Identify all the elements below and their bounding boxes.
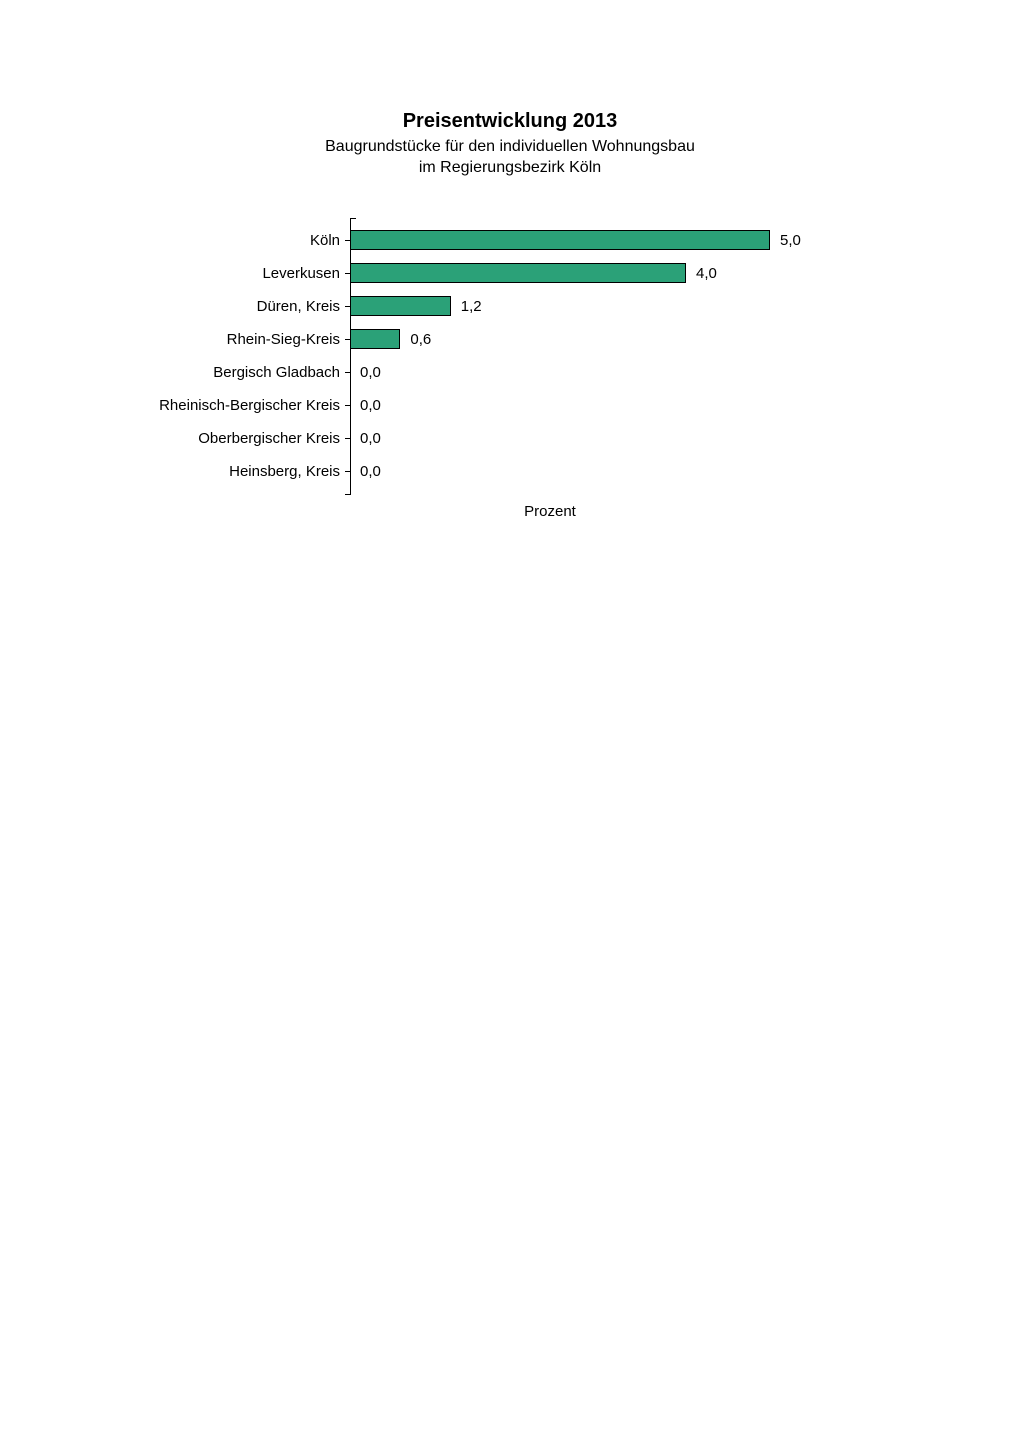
axis-tick — [345, 471, 350, 472]
axis-tick — [345, 339, 350, 340]
axis-tick — [345, 494, 351, 495]
bar-row: Heinsberg, Kreis 0,0 — [140, 455, 860, 488]
chart-container: Preisentwicklung 2013 Baugrundstücke für… — [0, 110, 1020, 520]
chart-area: Köln 5,0 Leverkusen 4,0 Düren, Kreis 1,2 Rhein… — [140, 224, 860, 520]
bars-region: Köln 5,0 Leverkusen 4,0 Düren, Kreis 1,2 Rhein… — [140, 224, 860, 488]
category-label: Düren, Kreis — [140, 298, 350, 315]
bar-row: Rheinisch-Bergischer Kreis 0,0 — [140, 389, 860, 422]
value-label: 5,0 — [780, 232, 801, 249]
bar — [350, 296, 451, 316]
bar-zone: 4,0 — [350, 257, 860, 290]
value-label: 0,0 — [360, 430, 381, 447]
value-label: 0,0 — [360, 463, 381, 480]
category-label: Bergisch Gladbach — [140, 364, 350, 381]
category-label: Oberbergischer Kreis — [140, 430, 350, 447]
bar-zone: 0,0 — [350, 356, 860, 389]
bar — [350, 263, 686, 283]
value-label: 0,0 — [360, 364, 381, 381]
value-label: 4,0 — [696, 265, 717, 282]
bar-zone: 0,6 — [350, 323, 860, 356]
bar-row: Düren, Kreis 1,2 — [140, 290, 860, 323]
x-axis-label: Prozent — [350, 503, 750, 520]
axis-tick — [345, 405, 350, 406]
axis-tick — [345, 273, 350, 274]
axis-tick — [345, 240, 350, 241]
category-label: Rhein-Sieg-Kreis — [140, 331, 350, 348]
bar-zone: 5,0 — [350, 224, 860, 257]
axis-tick — [345, 372, 350, 373]
chart-subtitle-line1: Baugrundstücke für den individuellen Woh… — [0, 137, 1020, 158]
value-label: 1,2 — [461, 298, 482, 315]
category-label: Heinsberg, Kreis — [140, 463, 350, 480]
title-block: Preisentwicklung 2013 Baugrundstücke für… — [0, 110, 1020, 179]
axis-tick — [345, 438, 350, 439]
value-label: 0,0 — [360, 397, 381, 414]
bar — [350, 230, 770, 250]
bar-row: Leverkusen 4,0 — [140, 257, 860, 290]
chart-title: Preisentwicklung 2013 — [0, 110, 1020, 133]
axis-tick — [345, 306, 350, 307]
bar-zone: 0,0 — [350, 389, 860, 422]
bar-zone: 1,2 — [350, 290, 860, 323]
category-label: Köln — [140, 232, 350, 249]
axis-tick — [350, 218, 356, 219]
category-label: Rheinisch-Bergischer Kreis — [140, 397, 350, 414]
category-label: Leverkusen — [140, 265, 350, 282]
bar-zone: 0,0 — [350, 455, 860, 488]
bar-row: Köln 5,0 — [140, 224, 860, 257]
bar-zone: 0,0 — [350, 422, 860, 455]
bar-row: Bergisch Gladbach 0,0 — [140, 356, 860, 389]
chart-subtitle-line2: im Regierungsbezirk Köln — [0, 158, 1020, 179]
bar-row: Oberbergischer Kreis 0,0 — [140, 422, 860, 455]
bar — [350, 329, 400, 349]
value-label: 0,6 — [410, 331, 431, 348]
bar-row: Rhein-Sieg-Kreis 0,6 — [140, 323, 860, 356]
